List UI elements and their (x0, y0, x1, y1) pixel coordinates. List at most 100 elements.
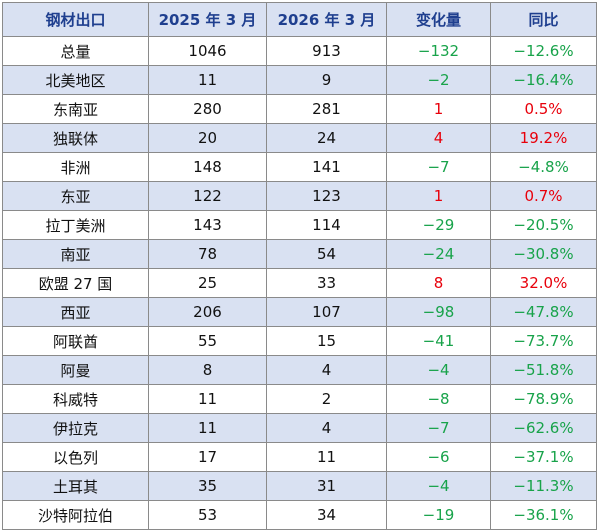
cell-yoy: 0.5% (490, 94, 597, 124)
cell-region: 拉丁美洲 (2, 210, 149, 240)
cell-region: 独联体 (2, 123, 149, 153)
table-row: 北美地区 11 9 −2 −16.4% (2, 65, 597, 95)
cell-mar-2026: 4 (266, 413, 387, 443)
cell-mar-2026: 281 (266, 94, 387, 124)
cell-mar-2026: 54 (266, 239, 387, 269)
cell-change: −41 (386, 326, 491, 356)
header-mar-2026: 2026 年 3 月 (266, 2, 387, 37)
header-change: 变化量 (386, 2, 491, 37)
cell-change: 8 (386, 268, 491, 298)
cell-region: 以色列 (2, 442, 149, 472)
table-row: 以色列 17 11 −6 −37.1% (2, 442, 597, 472)
cell-mar-2025: 55 (148, 326, 267, 356)
cell-change: 1 (386, 181, 491, 211)
cell-change: −4 (386, 355, 491, 385)
table-row: 沙特阿拉伯 53 34 −19 −36.1% (2, 500, 597, 530)
table-header: 钢材出口 2025 年 3 月 2026 年 3 月 变化量 同比 (2, 2, 597, 37)
cell-mar-2026: 123 (266, 181, 387, 211)
cell-mar-2025: 53 (148, 500, 267, 530)
cell-mar-2026: 34 (266, 500, 387, 530)
cell-mar-2026: 24 (266, 123, 387, 153)
cell-region: 东南亚 (2, 94, 149, 124)
cell-mar-2026: 2 (266, 384, 387, 414)
cell-mar-2026: 11 (266, 442, 387, 472)
cell-mar-2026: 913 (266, 36, 387, 66)
cell-yoy: 0.7% (490, 181, 597, 211)
cell-mar-2025: 143 (148, 210, 267, 240)
table-row: 独联体 20 24 4 19.2% (2, 123, 597, 153)
cell-region: 科威特 (2, 384, 149, 414)
table-row: 总量 1046 913 −132 −12.6% (2, 36, 597, 66)
cell-mar-2025: 1046 (148, 36, 267, 66)
cell-yoy: −78.9% (490, 384, 597, 414)
cell-region: 伊拉克 (2, 413, 149, 443)
cell-region: 南亚 (2, 239, 149, 269)
cell-change: −7 (386, 413, 491, 443)
cell-mar-2026: 15 (266, 326, 387, 356)
cell-yoy: −51.8% (490, 355, 597, 385)
cell-mar-2025: 148 (148, 152, 267, 182)
cell-mar-2026: 141 (266, 152, 387, 182)
table-row: 伊拉克 11 4 −7 −62.6% (2, 413, 597, 443)
header-mar-2025: 2025 年 3 月 (148, 2, 267, 37)
cell-change: 1 (386, 94, 491, 124)
cell-mar-2025: 11 (148, 384, 267, 414)
cell-yoy: −4.8% (490, 152, 597, 182)
cell-yoy: −16.4% (490, 65, 597, 95)
cell-yoy: −37.1% (490, 442, 597, 472)
cell-region: 欧盟 27 国 (2, 268, 149, 298)
cell-change: −132 (386, 36, 491, 66)
cell-yoy: −30.8% (490, 239, 597, 269)
cell-mar-2026: 9 (266, 65, 387, 95)
cell-change: −24 (386, 239, 491, 269)
cell-change: −4 (386, 471, 491, 501)
cell-change: −6 (386, 442, 491, 472)
cell-mar-2025: 11 (148, 65, 267, 95)
table-row: 南亚 78 54 −24 −30.8% (2, 239, 597, 269)
cell-change: −8 (386, 384, 491, 414)
table-row: 东亚 122 123 1 0.7% (2, 181, 597, 211)
cell-region: 北美地区 (2, 65, 149, 95)
cell-region: 西亚 (2, 297, 149, 327)
header-row: 钢材出口 2025 年 3 月 2026 年 3 月 变化量 同比 (2, 2, 597, 37)
table-row: 非洲 148 141 −7 −4.8% (2, 152, 597, 182)
cell-mar-2025: 122 (148, 181, 267, 211)
header-yoy: 同比 (490, 2, 597, 37)
cell-yoy: 19.2% (490, 123, 597, 153)
cell-yoy: −73.7% (490, 326, 597, 356)
cell-change: −7 (386, 152, 491, 182)
cell-region: 土耳其 (2, 471, 149, 501)
cell-mar-2025: 17 (148, 442, 267, 472)
table-row: 西亚 206 107 −98 −47.8% (2, 297, 597, 327)
cell-change: −19 (386, 500, 491, 530)
cell-mar-2025: 8 (148, 355, 267, 385)
cell-mar-2025: 11 (148, 413, 267, 443)
cell-change: −98 (386, 297, 491, 327)
cell-region: 沙特阿拉伯 (2, 500, 149, 530)
cell-yoy: −12.6% (490, 36, 597, 66)
cell-yoy: −36.1% (490, 500, 597, 530)
cell-mar-2026: 107 (266, 297, 387, 327)
table-row: 土耳其 35 31 −4 −11.3% (2, 471, 597, 501)
cell-change: −29 (386, 210, 491, 240)
cell-yoy: −47.8% (490, 297, 597, 327)
cell-yoy: −11.3% (490, 471, 597, 501)
cell-mar-2026: 114 (266, 210, 387, 240)
cell-mar-2025: 20 (148, 123, 267, 153)
cell-mar-2025: 280 (148, 94, 267, 124)
cell-change: 4 (386, 123, 491, 153)
table-row: 东南亚 280 281 1 0.5% (2, 94, 597, 124)
cell-region: 东亚 (2, 181, 149, 211)
table-row: 欧盟 27 国 25 33 8 32.0% (2, 268, 597, 298)
table-row: 科威特 11 2 −8 −78.9% (2, 384, 597, 414)
cell-region: 总量 (2, 36, 149, 66)
cell-mar-2025: 25 (148, 268, 267, 298)
cell-mar-2026: 31 (266, 471, 387, 501)
cell-mar-2026: 33 (266, 268, 387, 298)
header-region: 钢材出口 (2, 2, 149, 37)
cell-region: 非洲 (2, 152, 149, 182)
cell-yoy: 32.0% (490, 268, 597, 298)
cell-mar-2025: 35 (148, 471, 267, 501)
